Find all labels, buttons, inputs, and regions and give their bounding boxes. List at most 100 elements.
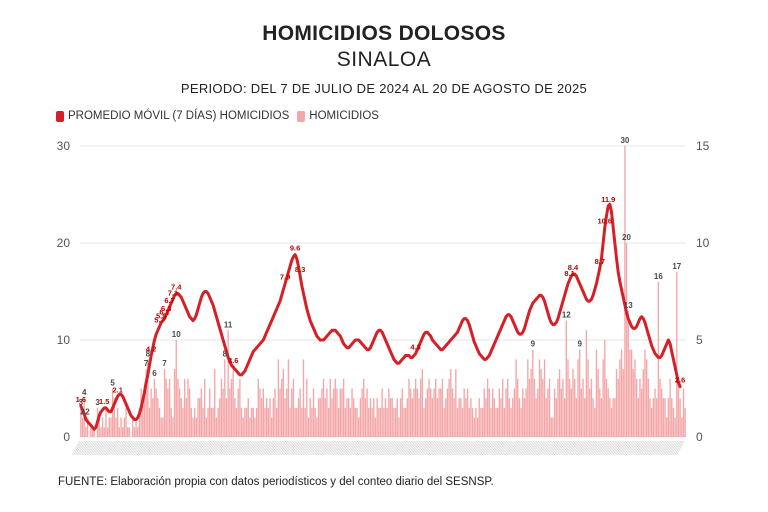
daily-bar — [553, 388, 556, 437]
avg-value-label: 8.1 — [564, 269, 574, 278]
x-tick-label — [458, 440, 467, 456]
x-tick-label — [507, 440, 516, 456]
daily-bar — [468, 407, 470, 437]
daily-bar — [568, 378, 571, 437]
x-tick-label — [567, 440, 576, 456]
daily-bar — [573, 378, 576, 437]
daily-bar — [416, 388, 419, 437]
daily-bar — [361, 388, 363, 437]
x-tick-label — [493, 440, 503, 456]
x-tick-label — [480, 440, 489, 456]
daily-bar — [344, 407, 347, 437]
x-tick-label — [610, 440, 620, 456]
daily-bar — [331, 398, 333, 437]
daily-bar — [153, 378, 156, 437]
daily-bar — [244, 407, 246, 437]
daily-bar — [428, 378, 430, 437]
x-tick-label — [500, 440, 509, 456]
x-tick-label — [374, 440, 384, 456]
x-tick-label — [645, 440, 655, 456]
daily-bar — [214, 369, 216, 437]
daily-bar — [224, 359, 226, 437]
x-tick-label — [384, 440, 394, 456]
avg-value-label: 4.2 — [146, 345, 156, 354]
bar-value-label: 16 — [654, 272, 663, 281]
x-tick-label — [468, 440, 477, 456]
x-tick-label — [471, 440, 481, 456]
x-tick-label — [207, 440, 216, 456]
daily-bar — [552, 417, 554, 437]
daily-bar — [652, 398, 655, 437]
daily-bar — [639, 378, 641, 437]
x-tick-label — [573, 440, 583, 456]
x-tick-label — [461, 440, 471, 456]
daily-bar — [532, 349, 534, 437]
x-tick-label — [398, 440, 407, 456]
x-tick-label — [115, 440, 124, 456]
daily-bar — [337, 407, 340, 437]
daily-bar — [642, 369, 644, 437]
x-tick-label — [656, 440, 665, 456]
x-tick-label — [349, 440, 359, 456]
avg-value-label: 1.6 — [76, 395, 86, 404]
daily-bar — [518, 398, 521, 437]
x-tick-label — [158, 440, 168, 456]
x-tick-label — [421, 440, 431, 456]
x-tick-label — [674, 440, 683, 456]
x-tick-label — [433, 440, 442, 456]
x-tick-label — [214, 440, 223, 456]
daily-bar — [597, 369, 599, 437]
daily-bar — [550, 417, 552, 437]
daily-bar — [681, 417, 683, 437]
x-tick-label — [76, 440, 86, 456]
daily-bar — [287, 359, 290, 437]
daily-bar — [575, 398, 578, 437]
x-tick-label — [466, 440, 476, 456]
x-tick-label — [630, 440, 640, 456]
x-tick-label — [222, 440, 231, 456]
x-tick-label — [664, 440, 673, 456]
x-tick-label — [627, 440, 636, 456]
daily-bar — [610, 407, 613, 437]
daily-bar — [647, 378, 650, 437]
bar-value-label: 5 — [110, 379, 115, 388]
x-tick-label — [247, 440, 256, 456]
daily-bar — [473, 417, 475, 437]
daily-bar — [547, 388, 549, 437]
x-tick-label — [86, 440, 96, 456]
daily-bar — [460, 398, 462, 437]
moving-average-line — [79, 202, 682, 431]
daily-bar — [272, 398, 275, 437]
x-tick-label — [183, 440, 193, 456]
x-tick-label — [550, 440, 559, 456]
x-tick-label — [95, 440, 104, 456]
daily-bar — [438, 388, 440, 437]
daily-bar — [240, 407, 243, 437]
x-tick-label — [371, 440, 380, 456]
x-tick-label — [411, 440, 421, 456]
x-tick-label — [306, 440, 315, 456]
bar-value-label: 8 — [223, 349, 228, 358]
x-tick-label — [336, 440, 345, 456]
x-tick-label — [431, 440, 441, 456]
daily-bar — [235, 407, 238, 437]
daily-bar — [622, 369, 624, 437]
daily-bar — [594, 407, 596, 437]
daily-bar — [373, 398, 375, 437]
daily-bar — [543, 359, 546, 437]
legend-label-daily: HOMICIDIOS — [309, 110, 379, 122]
x-tick-label — [83, 440, 92, 456]
daily-bar — [314, 407, 316, 437]
daily-bar — [604, 340, 606, 437]
bar-value-label: 12 — [562, 311, 571, 320]
x-tick-label — [202, 440, 211, 456]
x-tick-label — [100, 440, 109, 456]
x-tick-label — [242, 440, 251, 456]
x-tick-label — [634, 440, 643, 456]
x-tick-label — [647, 440, 657, 456]
x-tick-label — [173, 440, 183, 456]
x-tick-label — [572, 440, 581, 456]
x-tick-label — [619, 440, 628, 456]
daily-bar — [168, 378, 171, 437]
daily-bar — [356, 407, 358, 437]
